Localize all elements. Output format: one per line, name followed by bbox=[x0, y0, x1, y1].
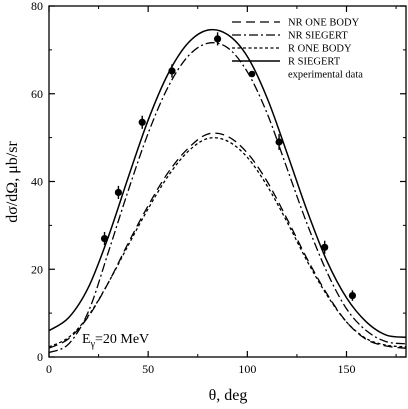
data-point bbox=[168, 67, 176, 75]
x-tick-label: 100 bbox=[238, 362, 256, 376]
y-tick-label: 80 bbox=[31, 0, 43, 13]
x-tick-label: 0 bbox=[46, 362, 52, 376]
legend-label-nr-one-body: NR ONE BODY bbox=[288, 18, 360, 29]
legend: NR ONE BODY NR SIEGERT R ONE BODY R SIEGERT… bbox=[232, 18, 363, 81]
x-axis-label: θ, deg bbox=[209, 387, 248, 404]
series-line-r-one-body bbox=[49, 137, 406, 348]
legend-label-r-siegert: R SIEGERT bbox=[288, 57, 341, 68]
legend-label-nr-siegert: NR SIEGERT bbox=[288, 31, 348, 42]
y-axis-label: dσ/dΩ, μb/sr bbox=[4, 141, 21, 223]
legend-label-experimental-data: experimental data bbox=[288, 70, 363, 81]
data-point bbox=[321, 243, 329, 251]
data-point bbox=[275, 138, 283, 146]
energy-annotation-value: =20 MeV bbox=[95, 332, 149, 347]
y-tick-label: 0 bbox=[37, 350, 43, 364]
data-point bbox=[138, 118, 146, 126]
y-axis-ticks: 0 20 40 60 80 bbox=[31, 0, 406, 364]
data-point bbox=[114, 188, 123, 197]
y-tick-label: 40 bbox=[31, 175, 43, 189]
series-line-r-siegert bbox=[49, 28, 406, 339]
x-tick-label: 50 bbox=[142, 362, 154, 376]
x-axis-ticks: 0 50 100 150 bbox=[46, 6, 397, 376]
series-curves bbox=[49, 28, 406, 354]
energy-annotation-subscript: γ bbox=[90, 339, 96, 350]
x-tick-label: 150 bbox=[338, 362, 356, 376]
plot-frame bbox=[48, 5, 407, 358]
data-point bbox=[100, 234, 109, 243]
series-line-nr-siegert bbox=[49, 42, 406, 354]
y-tick-label: 60 bbox=[31, 87, 43, 101]
data-point bbox=[348, 291, 357, 300]
y-tick-label: 20 bbox=[31, 262, 43, 276]
energy-annotation-symbol: E bbox=[82, 332, 91, 347]
legend-marker-experimental-data bbox=[248, 70, 256, 78]
energy-annotation: Eγ=20 MeV bbox=[82, 332, 149, 350]
legend-label-r-one-body: R ONE BODY bbox=[288, 44, 352, 55]
data-point bbox=[213, 35, 222, 43]
experimental-points bbox=[100, 32, 357, 301]
